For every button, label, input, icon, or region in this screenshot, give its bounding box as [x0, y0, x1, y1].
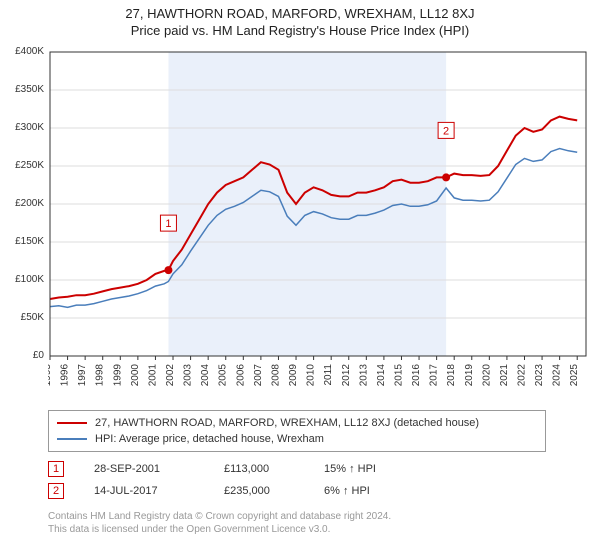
- svg-text:2020: 2020: [481, 364, 492, 387]
- svg-text:2010: 2010: [306, 364, 317, 387]
- y-tick-label: £200K: [0, 198, 44, 209]
- svg-text:2021: 2021: [499, 364, 510, 387]
- legend-box: 27, HAWTHORN ROAD, MARFORD, WREXHAM, LL1…: [48, 410, 546, 452]
- svg-text:1997: 1997: [77, 364, 88, 387]
- legend-row: 27, HAWTHORN ROAD, MARFORD, WREXHAM, LL1…: [57, 415, 537, 431]
- sale-hpi: 6% ↑ HPI: [324, 485, 424, 497]
- sale-price: £235,000: [224, 485, 324, 497]
- svg-text:2: 2: [443, 125, 449, 137]
- address-title: 27, HAWTHORN ROAD, MARFORD, WREXHAM, LL1…: [0, 6, 600, 21]
- svg-text:2012: 2012: [341, 364, 352, 387]
- y-tick-label: £50K: [0, 312, 44, 323]
- svg-text:1995: 1995: [48, 364, 53, 387]
- svg-text:1999: 1999: [112, 364, 123, 387]
- sale-marker-1: 1: [48, 461, 64, 477]
- sale-row: 2 14-JUL-2017 £235,000 6% ↑ HPI: [48, 480, 424, 502]
- sale-date: 14-JUL-2017: [94, 485, 224, 497]
- svg-text:2006: 2006: [235, 364, 246, 387]
- svg-text:2016: 2016: [411, 364, 422, 387]
- y-tick-label: £300K: [0, 122, 44, 133]
- legend-label-hpi: HPI: Average price, detached house, Wrex…: [95, 433, 324, 445]
- attribution: Contains HM Land Registry data © Crown c…: [48, 510, 391, 536]
- svg-text:2009: 2009: [288, 364, 299, 387]
- legend-label-property: 27, HAWTHORN ROAD, MARFORD, WREXHAM, LL1…: [95, 417, 479, 429]
- title-block: 27, HAWTHORN ROAD, MARFORD, WREXHAM, LL1…: [0, 0, 600, 38]
- svg-text:2008: 2008: [270, 364, 281, 387]
- attribution-line: Contains HM Land Registry data © Crown c…: [48, 510, 391, 523]
- svg-text:2005: 2005: [218, 364, 229, 387]
- sale-hpi: 15% ↑ HPI: [324, 463, 424, 475]
- y-tick-label: £350K: [0, 84, 44, 95]
- svg-text:2001: 2001: [147, 364, 158, 387]
- y-tick-label: £0: [0, 350, 44, 361]
- svg-text:2014: 2014: [376, 364, 387, 387]
- svg-text:2011: 2011: [323, 364, 334, 386]
- chart-container: 27, HAWTHORN ROAD, MARFORD, WREXHAM, LL1…: [0, 0, 600, 560]
- legend-row: HPI: Average price, detached house, Wrex…: [57, 431, 537, 447]
- svg-text:2004: 2004: [200, 364, 211, 387]
- svg-text:2000: 2000: [130, 364, 141, 387]
- sale-rows: 1 28-SEP-2001 £113,000 15% ↑ HPI 2 14-JU…: [48, 458, 424, 502]
- svg-text:2015: 2015: [393, 364, 404, 387]
- y-tick-label: £150K: [0, 236, 44, 247]
- svg-text:2022: 2022: [516, 364, 527, 387]
- chart-svg: 1 2 1995 1996 1997 1998 1999 2000 2001 2002 2003 20…: [48, 48, 588, 400]
- legend-swatch-hpi: [57, 438, 87, 440]
- sale-price: £113,000: [224, 463, 324, 475]
- sale-row: 1 28-SEP-2001 £113,000 15% ↑ HPI: [48, 458, 424, 480]
- sale-date: 28-SEP-2001: [94, 463, 224, 475]
- svg-text:2003: 2003: [183, 364, 194, 387]
- svg-text:1998: 1998: [95, 364, 106, 387]
- svg-text:1996: 1996: [60, 364, 71, 387]
- svg-text:2002: 2002: [165, 364, 176, 387]
- svg-text:2025: 2025: [569, 364, 580, 387]
- attribution-line: This data is licensed under the Open Gov…: [48, 523, 391, 536]
- legend-swatch-property: [57, 422, 87, 424]
- y-tick-label: £400K: [0, 46, 44, 57]
- svg-text:2013: 2013: [358, 364, 369, 387]
- svg-text:2024: 2024: [552, 364, 563, 387]
- svg-text:1: 1: [165, 218, 171, 230]
- svg-text:2017: 2017: [429, 364, 440, 387]
- svg-text:2023: 2023: [534, 364, 545, 387]
- sale-marker-2: 2: [48, 483, 64, 499]
- y-tick-label: £250K: [0, 160, 44, 171]
- svg-text:2007: 2007: [253, 364, 264, 387]
- y-tick-label: £100K: [0, 274, 44, 285]
- svg-text:2018: 2018: [446, 364, 457, 387]
- subtitle: Price paid vs. HM Land Registry's House …: [0, 23, 600, 38]
- svg-text:2019: 2019: [464, 364, 475, 387]
